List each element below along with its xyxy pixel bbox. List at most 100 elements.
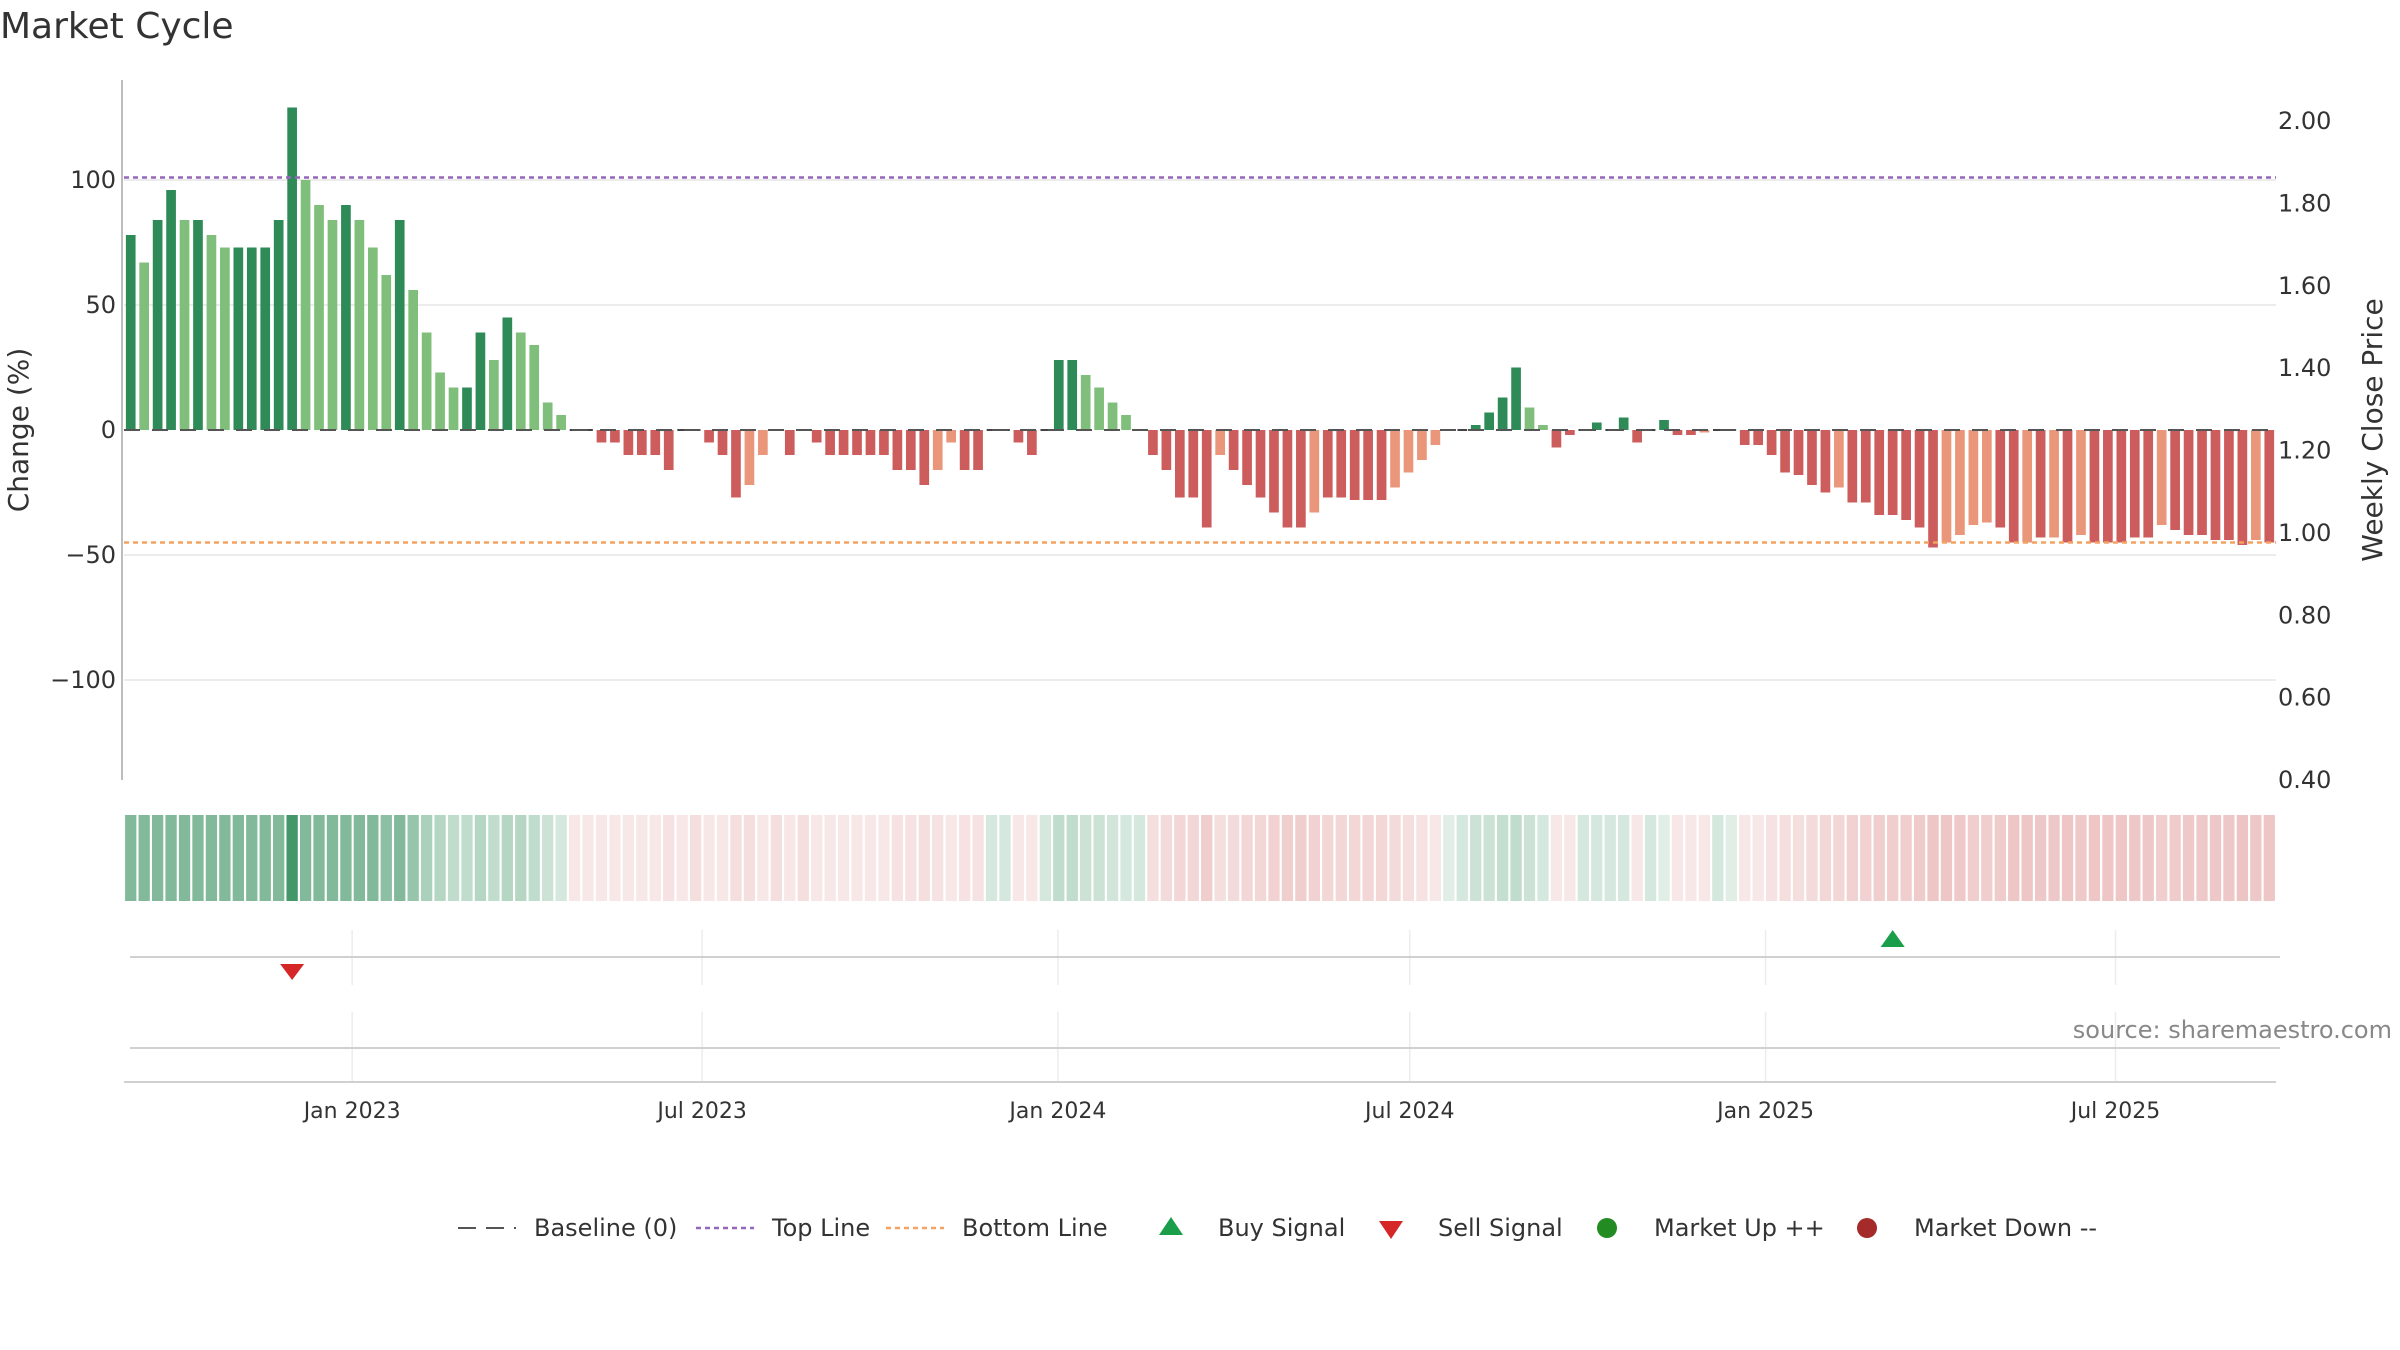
strength-cell xyxy=(1739,815,1751,901)
change-bar xyxy=(1484,412,1495,430)
strength-cell xyxy=(811,815,823,901)
strength-cell xyxy=(851,815,863,901)
strength-cell xyxy=(1241,815,1253,901)
strength-cell xyxy=(1160,815,1173,901)
change-bar xyxy=(2062,430,2073,543)
strength-cell xyxy=(1443,815,1455,901)
strength-cell xyxy=(1792,815,1805,901)
date-tick-label: Jul 2024 xyxy=(1363,1099,1455,1124)
change-bar xyxy=(1242,430,1252,485)
change-bar xyxy=(1174,430,1185,498)
strength-cell xyxy=(273,815,285,901)
change-bar xyxy=(152,220,163,430)
strength-cell xyxy=(394,815,406,901)
left-tick-label: 0 xyxy=(101,416,116,444)
change-bar xyxy=(1766,430,1777,455)
market-panel xyxy=(130,1012,2280,1082)
strength-cell xyxy=(1537,815,1549,901)
change-bar xyxy=(260,247,271,430)
change-bar xyxy=(1511,367,1521,430)
date-tick-label: Jan 2024 xyxy=(1007,1099,1106,1124)
strength-cell xyxy=(1577,815,1589,901)
strength-cell xyxy=(568,815,581,901)
strength-cell xyxy=(1106,815,1119,901)
change-bar xyxy=(2143,430,2154,538)
strength-cell xyxy=(878,815,890,901)
change-bar xyxy=(341,205,351,430)
strength-cell xyxy=(1725,815,1737,901)
strength-cell xyxy=(205,815,218,901)
strength-cell xyxy=(2209,815,2222,901)
strength-cell xyxy=(636,815,648,901)
strength-cell xyxy=(313,815,325,901)
change-bar xyxy=(1981,430,1992,523)
strength-cell xyxy=(1752,815,1764,901)
date-tick-label: Jul 2023 xyxy=(655,1099,747,1124)
change-bar xyxy=(220,247,230,430)
strength-cell xyxy=(2156,815,2168,901)
strength-cell xyxy=(1416,815,1428,901)
strength-cell xyxy=(555,815,567,901)
change-bar xyxy=(2250,430,2261,540)
strength-cell xyxy=(1631,815,1643,901)
strength-cell xyxy=(622,815,635,901)
legend-label: Market Down -- xyxy=(1914,1214,2097,1242)
strength-cell xyxy=(2115,815,2127,901)
change-bar xyxy=(1053,360,1064,430)
strength-cell xyxy=(1846,815,1858,901)
strength-cell xyxy=(1954,815,1966,901)
strength-cell xyxy=(2182,815,2195,901)
buy-signal-marker xyxy=(1880,930,1905,947)
strength-cell xyxy=(676,815,688,901)
change-bar xyxy=(1686,430,1696,435)
strength-cell xyxy=(1873,815,1885,901)
change-bar xyxy=(731,430,741,498)
change-bar xyxy=(2156,430,2167,525)
change-bar xyxy=(623,430,634,455)
change-bar xyxy=(650,430,661,455)
left-tick-label: 50 xyxy=(85,291,116,319)
change-bar xyxy=(1538,425,1548,430)
change-bar xyxy=(1322,430,1333,498)
strength-cell xyxy=(1967,815,1980,901)
strength-cell xyxy=(461,815,473,901)
change-bar xyxy=(905,430,916,470)
strength-cell xyxy=(407,815,419,901)
change-bar xyxy=(1080,375,1091,430)
legend: Baseline (0) Top Line Bottom Line Buy Signa… xyxy=(458,1214,2097,1242)
change-bar xyxy=(1148,430,1158,455)
strength-cell xyxy=(1349,815,1361,901)
change-bar xyxy=(1188,430,1199,498)
change-bar xyxy=(1376,430,1387,500)
strength-cell xyxy=(1039,815,1051,901)
change-bar xyxy=(462,387,472,430)
strength-cell xyxy=(918,815,930,901)
date-axis: Jan 2023 Jul 2023 Jan 2024 Jul 2024 Jan 2025… xyxy=(124,1081,2276,1124)
right-tick-label: 1.00 xyxy=(2278,519,2331,547)
change-bar xyxy=(367,247,378,430)
strength-cell xyxy=(2263,815,2275,901)
change-bar xyxy=(556,415,566,430)
strength-cell xyxy=(125,815,137,901)
strength-cell xyxy=(165,815,177,901)
strength-cell xyxy=(2021,815,2033,901)
strength-cell xyxy=(609,815,621,901)
right-tick-label: 0.80 xyxy=(2278,601,2331,629)
change-bar xyxy=(314,205,324,430)
strength-cell xyxy=(1227,815,1240,901)
change-bar xyxy=(125,235,136,430)
strength-cell xyxy=(2223,815,2235,901)
sell-signal-legend-icon xyxy=(1379,1221,1403,1239)
change-bar xyxy=(1699,430,1710,433)
change-bar xyxy=(704,430,714,443)
change-bar xyxy=(502,317,513,430)
strength-cell xyxy=(1483,815,1495,901)
strength-cell xyxy=(1618,815,1630,901)
strength-cell xyxy=(2196,815,2208,901)
strength-cell xyxy=(1254,815,1267,901)
change-bar xyxy=(1793,430,1804,475)
change-bar xyxy=(1928,430,1938,548)
strength-cell xyxy=(1026,815,1038,901)
strength-heatmap-strip xyxy=(125,815,2275,901)
